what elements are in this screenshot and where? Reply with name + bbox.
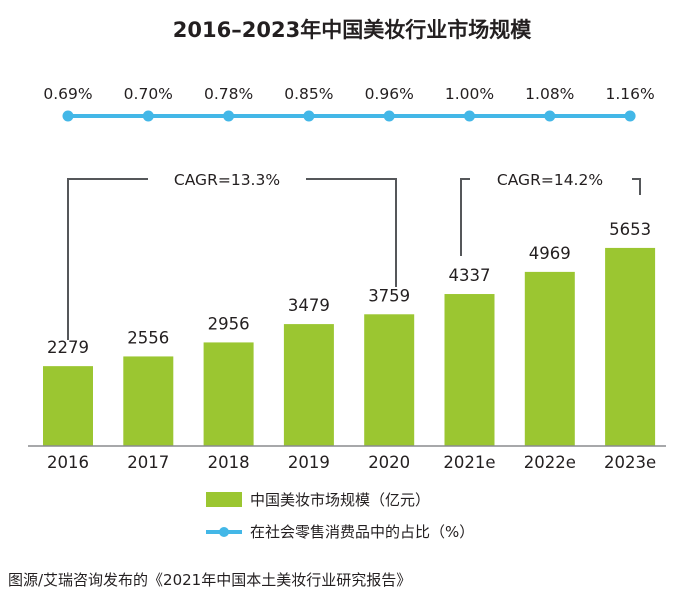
bar-value-2022e: 4969 <box>529 244 571 263</box>
cagr-bracket-right-1 <box>306 178 397 287</box>
x-tick-2022e: 2022e <box>524 453 576 472</box>
bar-2019 <box>283 324 334 446</box>
share-line-series: 0.69% 0.70% 0.78% 0.85% 0.96% 1.00% 1.08% 1.16% <box>43 85 655 122</box>
x-tick-2019: 2019 <box>288 453 330 472</box>
bar-2018 <box>203 342 254 446</box>
cagr-bracket-left-2 <box>460 178 470 256</box>
bar-value-2019: 3479 <box>288 296 330 315</box>
cagr-brackets: CAGR=13.3% CAGR=14.2% <box>67 171 641 340</box>
bar-value-2016: 2279 <box>47 338 89 357</box>
share-label-2021e: 1.00% <box>445 85 494 103</box>
x-tick-2016: 2016 <box>47 453 89 472</box>
x-tick-2017: 2017 <box>127 453 169 472</box>
share-point-2016 <box>62 110 74 122</box>
share-label-2019: 0.85% <box>284 85 333 103</box>
legend-line-label: 在社会零售消费品中的占比（%） <box>250 523 474 541</box>
cagr-bracket-left-1 <box>67 178 148 340</box>
cagr-label-2: CAGR=14.2% <box>497 171 603 189</box>
cagr-label-1: CAGR=13.3% <box>174 171 280 189</box>
share-point-2017 <box>142 110 154 122</box>
bar-2023e <box>605 247 656 446</box>
share-point-2021e <box>464 110 475 122</box>
share-label-2017: 0.70% <box>124 85 173 103</box>
share-label-2022e: 1.08% <box>525 85 574 103</box>
share-point-2018 <box>223 110 235 122</box>
share-point-2020 <box>383 110 395 122</box>
chart-title: 2016–2023年中国美妆行业市场规模 <box>173 18 532 42</box>
bar-value-2021e: 4337 <box>449 266 491 285</box>
bar-value-2023e: 5653 <box>609 220 651 239</box>
legend-line-marker <box>219 527 229 537</box>
share-label-2020: 0.96% <box>365 85 414 103</box>
cagr-bracket-right-2 <box>632 178 641 195</box>
bar-2021e <box>444 294 495 446</box>
share-point-2022e <box>544 110 556 122</box>
legend-bar-swatch <box>206 492 242 507</box>
x-tick-2021e: 2021e <box>443 453 495 472</box>
share-label-2018: 0.78% <box>204 85 253 103</box>
x-tick-2018: 2018 <box>208 453 250 472</box>
share-point-2023e <box>624 110 636 122</box>
share-label-2023e: 1.16% <box>605 85 654 103</box>
x-axis-tick-labels: 2016 2017 2018 2019 2020 2021e 2022e 2023e <box>47 453 656 472</box>
source-caption: 图源/艾瑞咨询发布的《2021年中国本土美妆行业研究报告》 <box>8 571 411 589</box>
legend: 中国美妆市场规模（亿元） 在社会零售消费品中的占比（%） <box>206 491 474 541</box>
bar-2020 <box>364 314 415 446</box>
legend-bar-label: 中国美妆市场规模（亿元） <box>250 491 430 509</box>
x-tick-2020: 2020 <box>368 453 410 472</box>
share-label-2016: 0.69% <box>43 85 92 103</box>
bar-series: 2279 2556 2956 3479 3759 4337 4969 5653 <box>43 220 656 446</box>
bar-value-2017: 2556 <box>127 328 169 347</box>
bar-2017 <box>123 356 174 446</box>
share-point-2019 <box>303 110 315 122</box>
bar-value-2018: 2956 <box>208 314 250 333</box>
bar-value-2020: 3759 <box>368 286 410 305</box>
bar-2016 <box>43 366 93 446</box>
bar-2022e <box>524 271 575 446</box>
x-tick-2023e: 2023e <box>604 453 656 472</box>
